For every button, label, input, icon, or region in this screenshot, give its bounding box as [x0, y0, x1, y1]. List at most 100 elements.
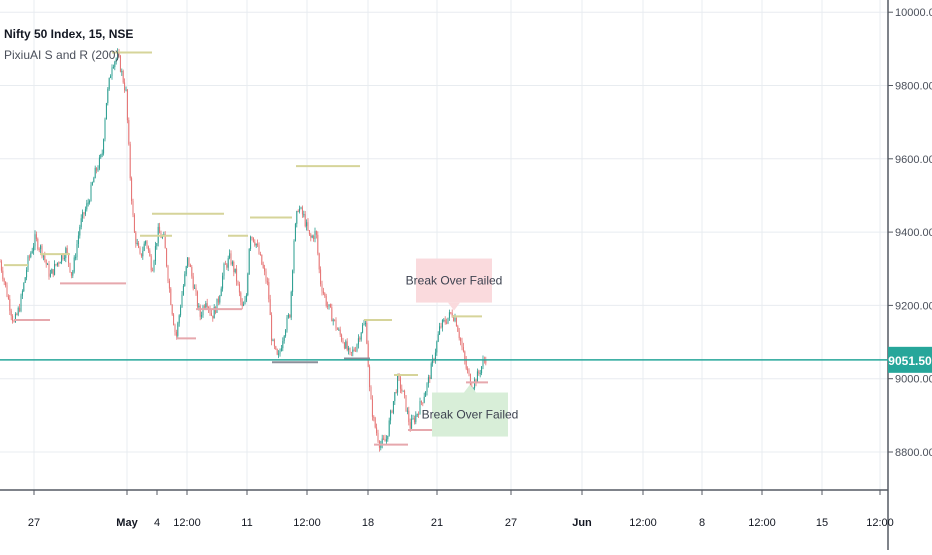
candle — [384, 439, 386, 442]
candle — [68, 253, 70, 264]
candle — [45, 259, 47, 265]
candle — [453, 316, 455, 321]
candle — [387, 435, 389, 440]
candle — [434, 352, 436, 361]
candle — [213, 306, 215, 319]
candle — [217, 298, 219, 303]
candle — [422, 402, 424, 404]
candle — [468, 370, 470, 374]
candle — [231, 261, 233, 265]
candle — [133, 214, 135, 233]
candle — [175, 332, 177, 336]
candle — [236, 268, 238, 282]
candle — [399, 377, 401, 389]
candle — [51, 269, 53, 274]
candle — [356, 344, 358, 351]
y-tick-label: 9000.00 — [895, 374, 932, 386]
candle — [149, 250, 151, 257]
candle — [110, 75, 112, 78]
candle — [460, 338, 462, 342]
candle — [293, 241, 295, 271]
candle — [132, 201, 134, 215]
candle — [251, 236, 253, 238]
candle — [308, 230, 310, 235]
candle — [409, 422, 411, 429]
candle — [27, 256, 29, 271]
candle — [3, 278, 5, 282]
candle — [255, 243, 257, 246]
candle — [37, 238, 39, 250]
candle — [265, 271, 267, 282]
candle — [65, 248, 67, 259]
candle — [125, 89, 127, 91]
legend-title: Nifty 50 Index, 15, NSE — [4, 27, 134, 41]
candle — [233, 261, 235, 273]
candle — [370, 387, 372, 400]
candle — [331, 307, 333, 322]
x-tick-label: 11 — [241, 517, 252, 529]
candle — [394, 392, 396, 402]
candle — [268, 282, 270, 300]
candle — [395, 392, 397, 394]
candle — [178, 315, 180, 324]
candle — [321, 284, 323, 292]
candle — [315, 231, 317, 235]
candle — [210, 313, 212, 316]
candle — [0, 261, 2, 271]
candle — [100, 154, 102, 158]
candle — [86, 203, 88, 210]
x-tick-label: 18 — [362, 517, 374, 529]
candle — [234, 268, 236, 273]
candle — [286, 317, 288, 331]
candle — [313, 235, 315, 239]
candle — [222, 275, 224, 289]
candle — [279, 350, 281, 354]
candle — [62, 255, 64, 259]
candle — [131, 178, 133, 202]
candle — [19, 307, 21, 312]
candle — [212, 315, 214, 319]
candle — [122, 71, 124, 83]
candle — [367, 343, 369, 367]
candle — [377, 433, 379, 442]
x-tick-label: May — [116, 517, 138, 529]
candle — [150, 256, 152, 271]
candle — [359, 338, 361, 340]
candle — [273, 339, 275, 347]
candle — [34, 234, 36, 247]
candle — [350, 352, 352, 354]
candle — [346, 341, 348, 351]
candle — [230, 253, 232, 265]
candle — [205, 303, 207, 308]
candle — [416, 413, 418, 416]
candle — [339, 329, 341, 335]
x-tick-label: 12:00 — [293, 517, 321, 529]
candle — [203, 306, 205, 308]
candle — [289, 314, 291, 318]
candle — [136, 242, 138, 244]
candle — [244, 300, 246, 305]
candle — [353, 349, 355, 351]
candle — [318, 253, 320, 270]
callout-box — [416, 258, 492, 303]
candle — [334, 319, 336, 321]
candle — [52, 269, 54, 275]
candle — [357, 338, 359, 345]
candle — [61, 255, 63, 263]
candle — [282, 340, 284, 349]
x-tick-label: 12:00 — [629, 517, 657, 529]
candle — [336, 328, 338, 330]
last-price-badge — [888, 346, 932, 373]
candle — [290, 291, 292, 318]
candle — [153, 261, 155, 271]
candle — [187, 257, 189, 267]
candle — [0, 261, 1, 263]
candle — [138, 242, 140, 248]
candle — [206, 303, 208, 308]
candle — [272, 339, 274, 341]
candle — [115, 58, 117, 62]
callout-pointer — [464, 384, 476, 393]
candle — [261, 254, 263, 265]
